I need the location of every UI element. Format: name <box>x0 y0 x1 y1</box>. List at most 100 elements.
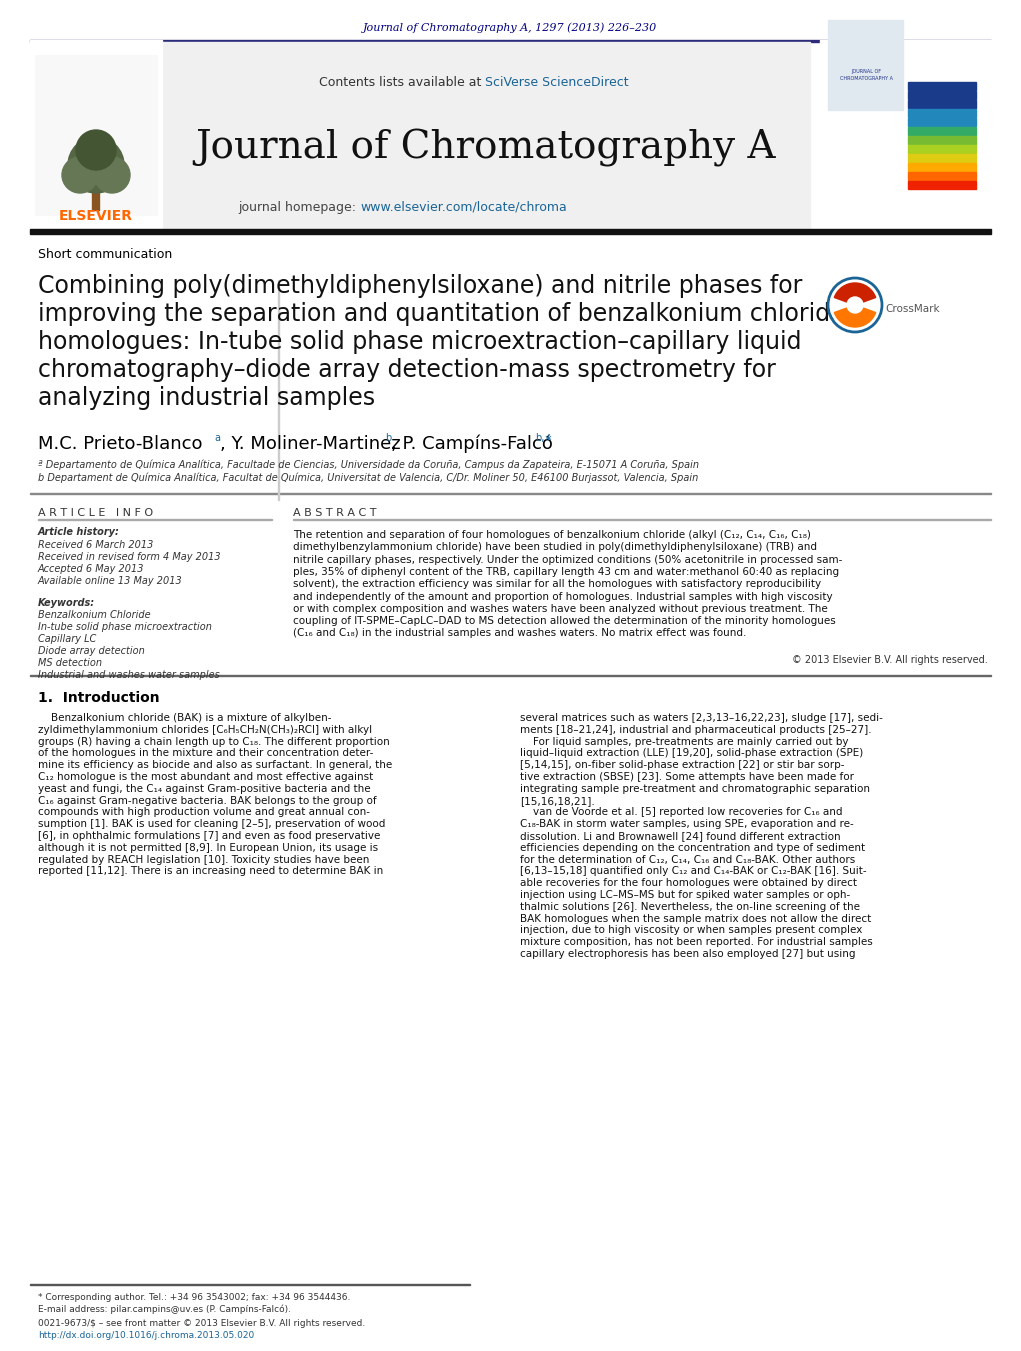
Text: tive extraction (SBSE) [23]. Some attempts have been made for: tive extraction (SBSE) [23]. Some attemp… <box>520 771 854 782</box>
Text: several matrices such as waters [2,3,13–16,22,23], sludge [17], sedi-: several matrices such as waters [2,3,13–… <box>520 713 883 723</box>
Text: Received in revised form 4 May 2013: Received in revised form 4 May 2013 <box>38 553 221 562</box>
Bar <box>35 55 157 215</box>
Circle shape <box>68 136 124 193</box>
Text: zyldimethylammonium chlorides [C₆H₅CH₂N(CH₃)₂RCl] with alkyl: zyldimethylammonium chlorides [C₆H₅CH₂N(… <box>38 724 372 735</box>
Text: groups (R) having a chain length up to C₁₈. The different proportion: groups (R) having a chain length up to C… <box>38 736 390 747</box>
Circle shape <box>76 130 116 170</box>
Bar <box>30 41 991 42</box>
Text: of the homologues in the mixture and their concentration deter-: of the homologues in the mixture and the… <box>38 748 374 758</box>
Bar <box>908 91 976 99</box>
Text: C₁₂ homologue is the most abundant and most effective against: C₁₂ homologue is the most abundant and m… <box>38 771 374 782</box>
Wedge shape <box>834 305 876 327</box>
Bar <box>908 136 976 145</box>
Text: MS detection: MS detection <box>38 658 102 667</box>
Text: ª Departamento de Química Analítica, Facultade de Ciencias, Universidade da Coru: ª Departamento de Química Analítica, Fac… <box>38 459 699 470</box>
Text: solvent), the extraction efficiency was similar for all the homologues with sati: solvent), the extraction efficiency was … <box>293 580 821 589</box>
Text: journal homepage:: journal homepage: <box>238 200 360 213</box>
Bar <box>908 127 976 135</box>
Text: a: a <box>214 434 220 443</box>
Text: liquid–liquid extraction (LLE) [19,20], solid-phase extraction (SPE): liquid–liquid extraction (LLE) [19,20], … <box>520 748 863 758</box>
Text: A R T I C L E   I N F O: A R T I C L E I N F O <box>38 508 153 517</box>
Text: capillary electrophoresis has been also employed [27] but using: capillary electrophoresis has been also … <box>520 948 856 959</box>
Text: Journal of Chromatography A, 1297 (2013) 226–230: Journal of Chromatography A, 1297 (2013)… <box>362 23 658 34</box>
Bar <box>30 230 991 234</box>
Circle shape <box>94 157 130 193</box>
Text: although it is not permitted [8,9]. In European Union, its usage is: although it is not permitted [8,9]. In E… <box>38 843 378 852</box>
Circle shape <box>847 297 863 313</box>
Text: http://dx.doi.org/10.1016/j.chroma.2013.05.020: http://dx.doi.org/10.1016/j.chroma.2013.… <box>38 1331 254 1339</box>
Bar <box>828 20 903 109</box>
Bar <box>162 42 810 230</box>
Bar <box>908 118 976 126</box>
Text: Benzalkonium chloride (BAK) is a mixture of alkylben-: Benzalkonium chloride (BAK) is a mixture… <box>38 713 332 723</box>
Text: Journal of Chromatography A: Journal of Chromatography A <box>195 128 775 168</box>
Text: homologues: In-tube solid phase microextraction–capillary liquid: homologues: In-tube solid phase microext… <box>38 330 801 354</box>
Text: [6,13–15,18] quantified only C₁₂ and C₁₄-BAK or C₁₂-BAK [16]. Suit-: [6,13–15,18] quantified only C₁₂ and C₁₄… <box>520 866 867 877</box>
Text: A B S T R A C T: A B S T R A C T <box>293 508 377 517</box>
Text: C₁₆ against Gram-negative bacteria. BAK belongs to the group of: C₁₆ against Gram-negative bacteria. BAK … <box>38 796 377 805</box>
Circle shape <box>830 280 880 330</box>
Text: 1.  Introduction: 1. Introduction <box>38 690 159 705</box>
Text: Available online 13 May 2013: Available online 13 May 2013 <box>38 576 183 586</box>
Text: regulated by REACH legislation [10]. Toxicity studies have been: regulated by REACH legislation [10]. Tox… <box>38 855 370 865</box>
Text: injection using LC–MS–MS but for spiked water samples or oph-: injection using LC–MS–MS but for spiked … <box>520 890 850 900</box>
Bar <box>30 41 162 230</box>
Text: chromatography–diode array detection-mass spectrometry for: chromatography–diode array detection-mas… <box>38 358 776 382</box>
Text: for the determination of C₁₂, C₁₄, C₁₆ and C₁₈-BAK. Other authors: for the determination of C₁₂, C₁₄, C₁₆ a… <box>520 855 856 865</box>
Text: M.C. Prieto-Blanco: M.C. Prieto-Blanco <box>38 435 202 453</box>
Text: For liquid samples, pre-treatments are mainly carried out by: For liquid samples, pre-treatments are m… <box>520 736 848 747</box>
Bar <box>828 42 986 228</box>
Bar <box>92 180 99 209</box>
Text: or with complex composition and washes waters have been analyzed without previou: or with complex composition and washes w… <box>293 604 828 613</box>
Text: E-mail address: pilar.campins@uv.es (P. Campíns-Falcó).: E-mail address: pilar.campins@uv.es (P. … <box>38 1304 291 1313</box>
Bar <box>908 181 976 189</box>
Text: [6], in ophthalmic formulations [7] and even as food preservative: [6], in ophthalmic formulations [7] and … <box>38 831 381 842</box>
Text: BAK homologues when the sample matrix does not allow the direct: BAK homologues when the sample matrix do… <box>520 913 871 924</box>
Text: dissolution. Li and Brownawell [24] found different extraction: dissolution. Li and Brownawell [24] foun… <box>520 831 840 842</box>
Text: improving the separation and quantitation of benzalkonium chloride: improving the separation and quantitatio… <box>38 303 844 326</box>
Text: [5,14,15], on-fiber solid-phase extraction [22] or stir bar sorp-: [5,14,15], on-fiber solid-phase extracti… <box>520 761 844 770</box>
Text: van de Voorde et al. [5] reported low recoveries for C₁₆ and: van de Voorde et al. [5] reported low re… <box>520 808 842 817</box>
Text: The retention and separation of four homologues of benzalkonium chloride (alkyl : The retention and separation of four hom… <box>293 530 811 540</box>
Text: Diode array detection: Diode array detection <box>38 646 145 657</box>
Text: ples, 35% of diphenyl content of the TRB, capillary length 43 cm and water:metha: ples, 35% of diphenyl content of the TRB… <box>293 567 839 577</box>
Text: [15,16,18,21].: [15,16,18,21]. <box>520 796 595 805</box>
Text: In-tube solid phase microextraction: In-tube solid phase microextraction <box>38 621 212 632</box>
Text: www.elsevier.com/locate/chroma: www.elsevier.com/locate/chroma <box>360 200 567 213</box>
Text: yeast and fungi, the C₁₄ against Gram-positive bacteria and the: yeast and fungi, the C₁₄ against Gram-po… <box>38 784 371 794</box>
Text: thalmic solutions [26]. Nevertheless, the on-line screening of the: thalmic solutions [26]. Nevertheless, th… <box>520 902 860 912</box>
Text: nitrile capillary phases, respectively. Under the optimized conditions (50% acet: nitrile capillary phases, respectively. … <box>293 555 842 565</box>
Bar <box>908 100 976 108</box>
Text: Contents lists available at: Contents lists available at <box>319 76 485 89</box>
Text: ments [18–21,24], industrial and pharmaceutical products [25–27].: ments [18–21,24], industrial and pharmac… <box>520 724 872 735</box>
Text: reported [11,12]. There is an increasing need to determine BAK in: reported [11,12]. There is an increasing… <box>38 866 383 877</box>
Text: compounds with high production volume and great annual con-: compounds with high production volume an… <box>38 808 370 817</box>
Text: Keywords:: Keywords: <box>38 598 95 608</box>
Text: © 2013 Elsevier B.V. All rights reserved.: © 2013 Elsevier B.V. All rights reserved… <box>792 655 988 665</box>
Text: (C₁₆ and C₁₈) in the industrial samples and washes waters. No matrix effect was : (C₁₆ and C₁₈) in the industrial samples … <box>293 628 746 639</box>
Text: 0021-9673/$ – see front matter © 2013 Elsevier B.V. All rights reserved.: 0021-9673/$ – see front matter © 2013 El… <box>38 1319 366 1328</box>
Text: , Y. Moliner-Martinez: , Y. Moliner-Martinez <box>220 435 400 453</box>
Text: Article history:: Article history: <box>38 527 119 536</box>
Bar <box>908 163 976 172</box>
Text: Industrial and washes water samples: Industrial and washes water samples <box>38 670 220 680</box>
Text: dimethylbenzylammonium chloride) have been studied in poly(dimethyldiphenylsilox: dimethylbenzylammonium chloride) have be… <box>293 542 817 553</box>
Text: able recoveries for the four homologues were obtained by direct: able recoveries for the four homologues … <box>520 878 857 888</box>
Bar <box>908 145 976 153</box>
Text: mine its efficiency as biocide and also as surfactant. In general, the: mine its efficiency as biocide and also … <box>38 761 392 770</box>
Text: injection, due to high viscosity or when samples present complex: injection, due to high viscosity or when… <box>520 925 863 935</box>
Text: coupling of IT-SPME–CapLC–DAD to MS detection allowed the determination of the m: coupling of IT-SPME–CapLC–DAD to MS dete… <box>293 616 836 626</box>
Bar <box>820 41 992 230</box>
Text: integrating sample pre-treatment and chromatographic separation: integrating sample pre-treatment and chr… <box>520 784 870 794</box>
Bar <box>908 109 976 118</box>
Text: b: b <box>385 434 391 443</box>
Text: * Corresponding author. Tel.: +34 96 3543002; fax: +34 96 3544436.: * Corresponding author. Tel.: +34 96 354… <box>38 1293 350 1301</box>
Text: Combining poly(dimethyldiphenylsiloxane) and nitrile phases for: Combining poly(dimethyldiphenylsiloxane)… <box>38 274 803 299</box>
Text: efficiencies depending on the concentration and type of sediment: efficiencies depending on the concentrat… <box>520 843 865 852</box>
Bar <box>908 172 976 180</box>
Text: Received 6 March 2013: Received 6 March 2013 <box>38 540 153 550</box>
Text: Accepted 6 May 2013: Accepted 6 May 2013 <box>38 563 145 574</box>
Text: mixture composition, has not been reported. For industrial samples: mixture composition, has not been report… <box>520 938 873 947</box>
Text: C₁₈-BAK in storm water samples, using SPE, evaporation and re-: C₁₈-BAK in storm water samples, using SP… <box>520 819 854 830</box>
Text: Short communication: Short communication <box>38 249 173 262</box>
